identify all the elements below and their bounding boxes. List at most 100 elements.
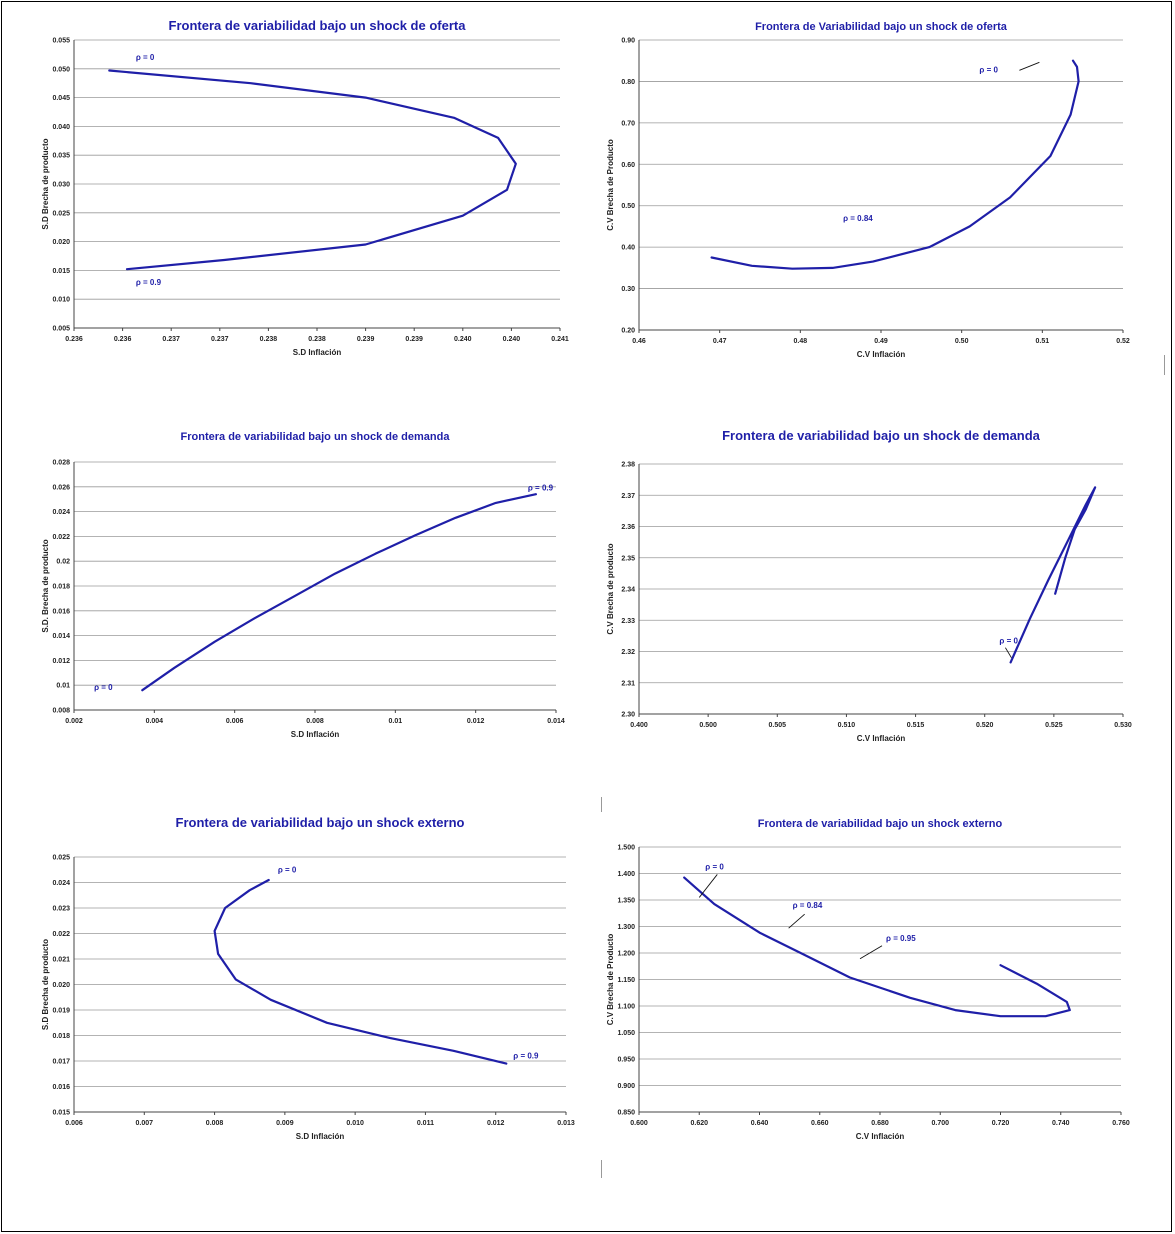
y-tick-label: 2.32 (621, 649, 635, 656)
y-tick-label: 0.026 (52, 484, 70, 491)
x-tick-label: 0.400 (630, 722, 648, 729)
x-axis-label: S.D Inflación (291, 730, 340, 739)
x-tick-label: 0.720 (992, 1120, 1010, 1127)
y-tick-label: 0.010 (52, 297, 70, 304)
chart-title: Frontera de variabilidad bajo un shock d… (722, 428, 1041, 443)
chart-title: Frontera de variabilidad bajo un shock d… (181, 431, 451, 443)
y-tick-label: 0.012 (52, 658, 70, 665)
x-tick-label: 0.010 (346, 1120, 364, 1127)
divider-bottom (601, 1160, 602, 1178)
y-tick-label: 0.016 (52, 608, 70, 615)
y-tick-label: 0.005 (52, 326, 70, 333)
y-tick-label: 0.022 (52, 931, 70, 938)
rho-annotation: ρ = 0 (94, 683, 113, 692)
y-tick-label: 0.035 (52, 153, 70, 160)
x-tick-label: 0.238 (308, 336, 326, 343)
x-tick-label: 0.515 (907, 722, 925, 729)
x-tick-label: 0.007 (136, 1120, 154, 1127)
x-tick-label: 0.008 (306, 718, 324, 725)
series-line (1009, 486, 1097, 664)
x-tick-label: 0.004 (146, 718, 164, 725)
x-tick-label: 0.505 (769, 722, 787, 729)
rho-annotation: ρ = 0.9 (136, 278, 162, 287)
y-tick-label: 0.025 (52, 855, 70, 862)
x-axis-label: C.V Inflación (856, 1132, 905, 1141)
rho-annotation: ρ = 0 (136, 53, 155, 62)
chart-svg: Frontera de variabilidad bajo un shock e… (41, 815, 575, 1141)
annotation-arrow (859, 945, 883, 960)
chart-svg: Frontera de variabilidad bajo un shock d… (41, 431, 565, 739)
x-tick-label: 0.238 (260, 336, 278, 343)
y-tick-label: 0.50 (621, 203, 635, 210)
y-tick-label: 1.400 (617, 871, 635, 878)
y-tick-label: 0.018 (52, 584, 70, 591)
x-tick-label: 0.237 (162, 336, 180, 343)
y-tick-label: 0.023 (52, 906, 70, 913)
chart-supply-sd: Frontera de variabilidad bajo un shock d… (40, 18, 570, 378)
divider-middle (601, 797, 602, 812)
y-tick-label: 0.024 (52, 509, 70, 516)
x-tick-label: 0.740 (1052, 1120, 1070, 1127)
chart-title: Frontera de variabilidad bajo un shock e… (758, 818, 1003, 830)
series-line (710, 59, 1080, 270)
x-tick-label: 0.006 (65, 1120, 83, 1127)
x-tick-label: 0.520 (976, 722, 994, 729)
rho-annotation: ρ = 0.9 (528, 484, 554, 493)
x-tick-label: 0.700 (931, 1120, 949, 1127)
y-tick-label: 0.20 (621, 328, 635, 335)
y-axis-label: C.V Brecha de Producto (606, 139, 615, 231)
x-tick-label: 0.760 (1112, 1120, 1130, 1127)
y-tick-label: 2.33 (621, 618, 635, 625)
x-tick-label: 0.640 (751, 1120, 769, 1127)
x-tick-label: 0.510 (838, 722, 856, 729)
y-tick-label: 1.350 (617, 898, 635, 905)
y-tick-label: 0.020 (52, 982, 70, 989)
y-tick-label: 0.017 (52, 1059, 70, 1066)
y-tick-label: 2.38 (621, 462, 635, 469)
y-tick-label: 2.35 (621, 555, 635, 562)
chart-title: Frontera de variabilidad bajo un shock d… (169, 18, 467, 33)
y-tick-label: 0.014 (52, 633, 70, 640)
rho-annotation: ρ = 0 (999, 637, 1018, 646)
x-tick-label: 0.49 (874, 338, 888, 345)
y-tick-label: 0.018 (52, 1033, 70, 1040)
chart-demand-cv: Frontera de variabilidad bajo un shock d… (605, 428, 1145, 758)
series-line (108, 69, 517, 271)
x-tick-label: 0.002 (65, 718, 83, 725)
rho-annotation: ρ = 0 (278, 865, 297, 874)
x-tick-label: 0.012 (487, 1120, 505, 1127)
y-tick-label: 0.015 (52, 1110, 70, 1117)
y-tick-label: 0.900 (617, 1083, 635, 1090)
series-line (213, 878, 508, 1065)
chart-external-cv: Frontera de variabilidad bajo un shock e… (605, 815, 1145, 1160)
y-axis-label: S.D Brecha de producto (41, 939, 50, 1030)
y-tick-label: 0.028 (52, 460, 70, 467)
y-tick-label: 0.02 (56, 559, 70, 566)
y-tick-label: 0.020 (52, 239, 70, 246)
y-axis-label: C.V Brecha de producto (606, 543, 615, 634)
x-tick-label: 0.660 (811, 1120, 829, 1127)
rho-annotation: ρ = 0.9 (513, 1051, 539, 1060)
y-tick-label: 0.70 (621, 120, 635, 127)
chart-title: Frontera de variabilidad bajo un shock e… (176, 815, 465, 830)
rho-annotation: ρ = 0.84 (843, 214, 873, 223)
x-tick-label: 0.008 (206, 1120, 224, 1127)
y-tick-label: 0.021 (52, 957, 70, 964)
x-tick-label: 0.530 (1114, 722, 1132, 729)
x-tick-label: 0.51 (1036, 338, 1050, 345)
x-tick-label: 0.46 (632, 338, 646, 345)
y-tick-label: 0.055 (52, 38, 70, 45)
y-tick-label: 1.300 (617, 924, 635, 931)
y-tick-label: 0.850 (617, 1110, 635, 1117)
y-tick-label: 0.90 (621, 38, 635, 45)
x-axis-label: C.V Inflación (857, 350, 906, 359)
y-tick-label: 2.31 (621, 680, 635, 687)
y-tick-label: 0.015 (52, 268, 70, 275)
x-tick-label: 0.012 (467, 718, 485, 725)
y-axis-label: S.D Brecha de producto (41, 138, 50, 229)
annotation-arrow (788, 913, 805, 929)
x-tick-label: 0.237 (211, 336, 229, 343)
x-tick-label: 0.48 (794, 338, 808, 345)
y-axis-label: C.V Brecha de Producto (606, 934, 615, 1026)
